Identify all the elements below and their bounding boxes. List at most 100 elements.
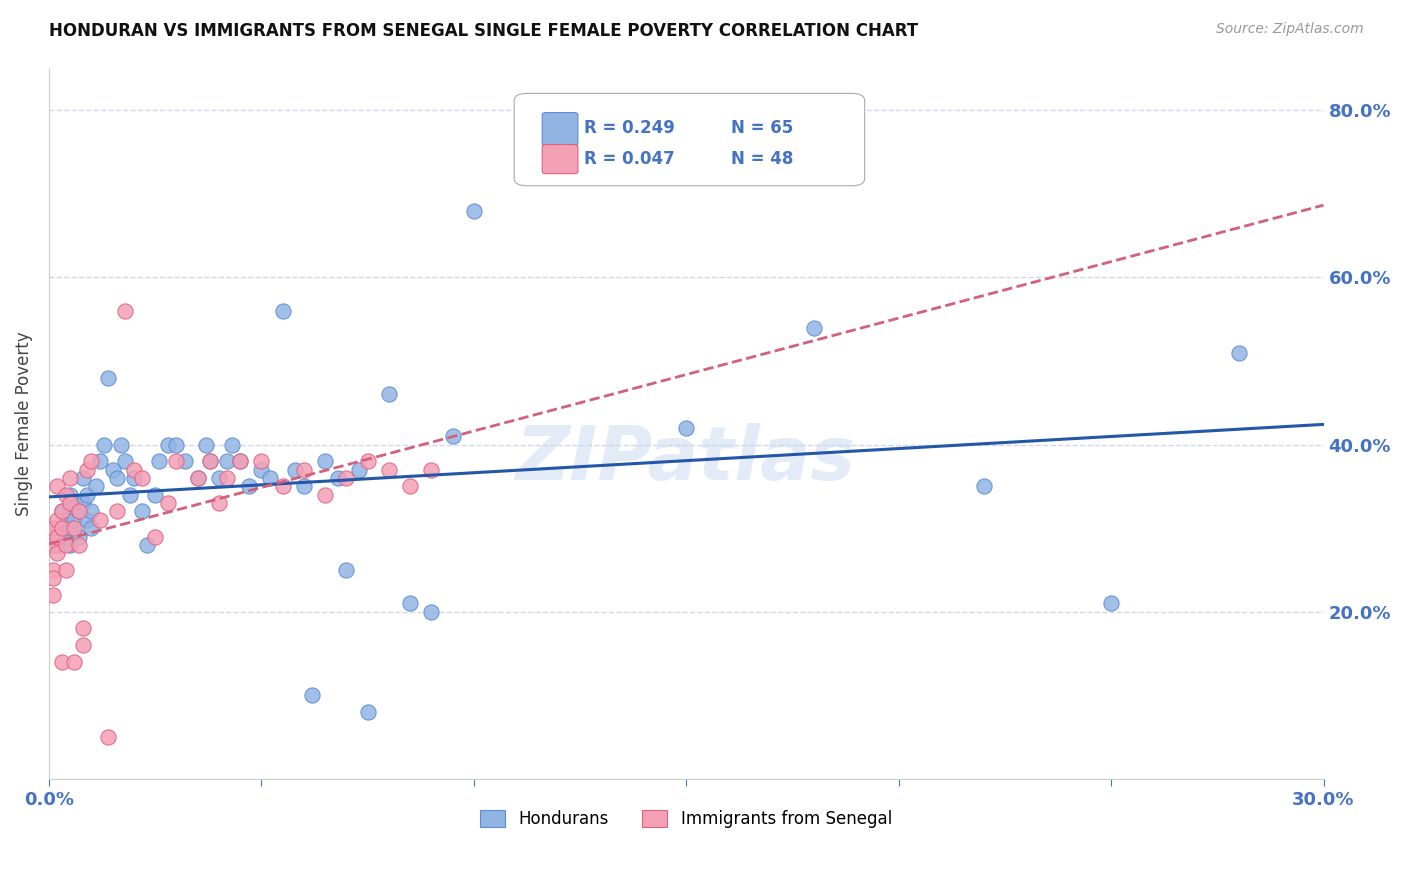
Point [51, 504, 73, 518]
Point [89, 513, 111, 527]
Point [1227, 345, 1250, 359]
Point [80, 521, 103, 535]
Point [122, 463, 145, 477]
Point [67, 530, 90, 544]
Point [803, 320, 825, 334]
Point [135, 538, 157, 552]
Point [105, 504, 128, 518]
Point [420, 605, 443, 619]
Point [110, 437, 132, 451]
Point [131, 504, 153, 518]
Point [675, 421, 697, 435]
Point [59, 496, 82, 510]
Point [326, 471, 349, 485]
Point [284, 463, 307, 477]
Point [59, 471, 82, 485]
Point [335, 471, 357, 485]
Point [59, 538, 82, 552]
Point [46, 479, 69, 493]
Point [208, 496, 231, 510]
Text: ZIPatlas: ZIPatlas [516, 423, 856, 496]
Point [229, 454, 252, 468]
Point [463, 203, 485, 218]
Point [122, 471, 145, 485]
Point [51, 521, 73, 535]
Point [59, 488, 82, 502]
Point [114, 454, 136, 468]
Point [51, 521, 73, 535]
Point [72, 622, 94, 636]
Point [238, 479, 260, 493]
Point [143, 530, 166, 544]
Point [347, 463, 370, 477]
Text: N = 48: N = 48 [731, 150, 793, 168]
FancyBboxPatch shape [543, 112, 578, 145]
Point [67, 538, 90, 552]
Point [80, 454, 103, 468]
Point [292, 479, 315, 493]
Point [356, 705, 378, 719]
Point [84, 479, 107, 493]
Point [229, 454, 252, 468]
Point [67, 504, 90, 518]
Point [63, 496, 86, 510]
Point [217, 454, 239, 468]
Point [46, 513, 69, 527]
Point [259, 471, 281, 485]
Point [271, 304, 294, 318]
Point [46, 530, 69, 544]
Point [200, 454, 222, 468]
Point [63, 521, 86, 535]
Text: HONDURAN VS IMMIGRANTS FROM SENEGAL SINGLE FEMALE POVERTY CORRELATION CHART: HONDURAN VS IMMIGRANTS FROM SENEGAL SING… [49, 22, 918, 40]
Point [97, 370, 120, 384]
Point [187, 471, 209, 485]
Point [59, 521, 82, 535]
Point [217, 471, 239, 485]
Point [973, 479, 995, 493]
Text: R = 0.249: R = 0.249 [585, 120, 675, 137]
Point [156, 496, 179, 510]
Point [42, 563, 65, 577]
Point [356, 454, 378, 468]
Point [55, 538, 77, 552]
Y-axis label: Single Female Poverty: Single Female Poverty [15, 332, 32, 516]
Point [399, 479, 422, 493]
Point [148, 454, 170, 468]
Point [63, 655, 86, 669]
Point [200, 454, 222, 468]
Point [143, 488, 166, 502]
Point [271, 479, 294, 493]
Point [208, 471, 231, 485]
Point [441, 429, 464, 443]
Point [292, 463, 315, 477]
Point [63, 513, 86, 527]
Point [195, 437, 218, 451]
Point [55, 488, 77, 502]
FancyBboxPatch shape [515, 94, 865, 186]
Point [72, 638, 94, 652]
Point [301, 689, 323, 703]
Point [46, 538, 69, 552]
Point [55, 563, 77, 577]
Point [51, 504, 73, 518]
Point [76, 463, 98, 477]
Point [42, 588, 65, 602]
Point [72, 496, 94, 510]
Point [174, 454, 197, 468]
Point [378, 387, 401, 401]
Text: Source: ZipAtlas.com: Source: ZipAtlas.com [1216, 22, 1364, 37]
Point [131, 471, 153, 485]
Point [72, 471, 94, 485]
Point [93, 437, 115, 451]
Point [51, 655, 73, 669]
Point [314, 488, 336, 502]
Point [97, 730, 120, 744]
Point [165, 437, 187, 451]
Point [67, 504, 90, 518]
Point [335, 563, 357, 577]
Point [399, 596, 422, 610]
Point [118, 488, 141, 502]
Point [314, 454, 336, 468]
Point [250, 463, 273, 477]
Point [42, 521, 65, 535]
